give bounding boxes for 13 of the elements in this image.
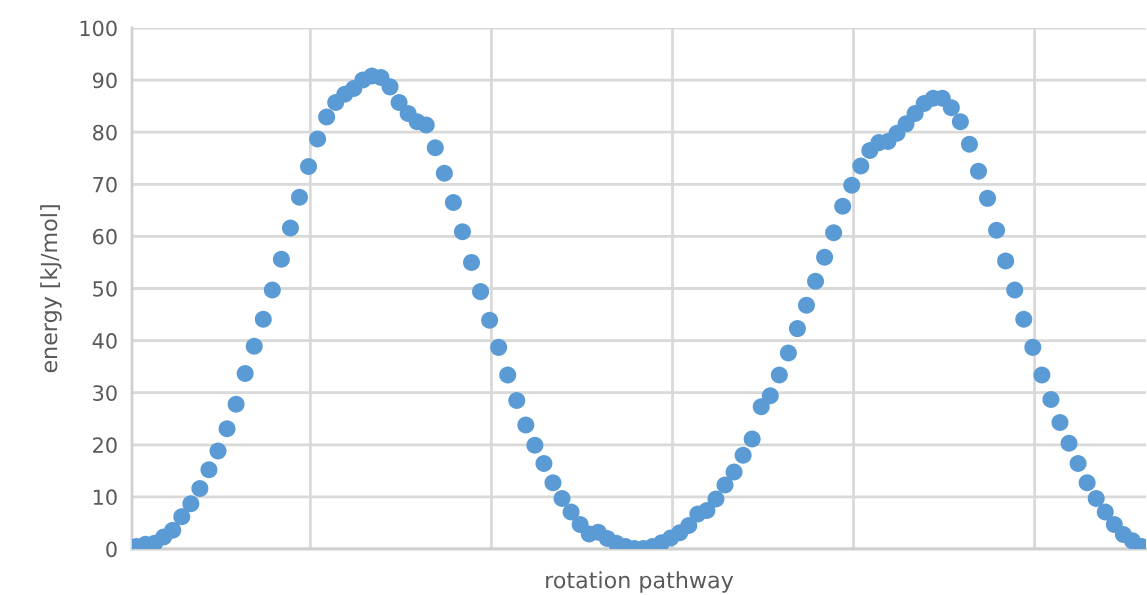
y-tick-label: 80 (93, 124, 117, 141)
y-tick-label: 50 (93, 280, 117, 297)
y-tick-label: 30 (93, 385, 117, 401)
y-tick-label: 90 (92, 72, 117, 89)
y-axis-title: energy [kJ/mol] (40, 205, 62, 373)
y-tick-label: 10 (93, 489, 117, 506)
y-tick-label: 70 (93, 176, 117, 193)
y-tick-label: 20 (93, 437, 117, 454)
x-axis-title: rotation pathway (546, 571, 734, 593)
y-tick-label: 100 (80, 20, 117, 37)
y-tick-label: 60 (93, 228, 117, 245)
y-tick-label: 0 (106, 541, 117, 558)
y-tick-label: 40 (92, 333, 117, 349)
